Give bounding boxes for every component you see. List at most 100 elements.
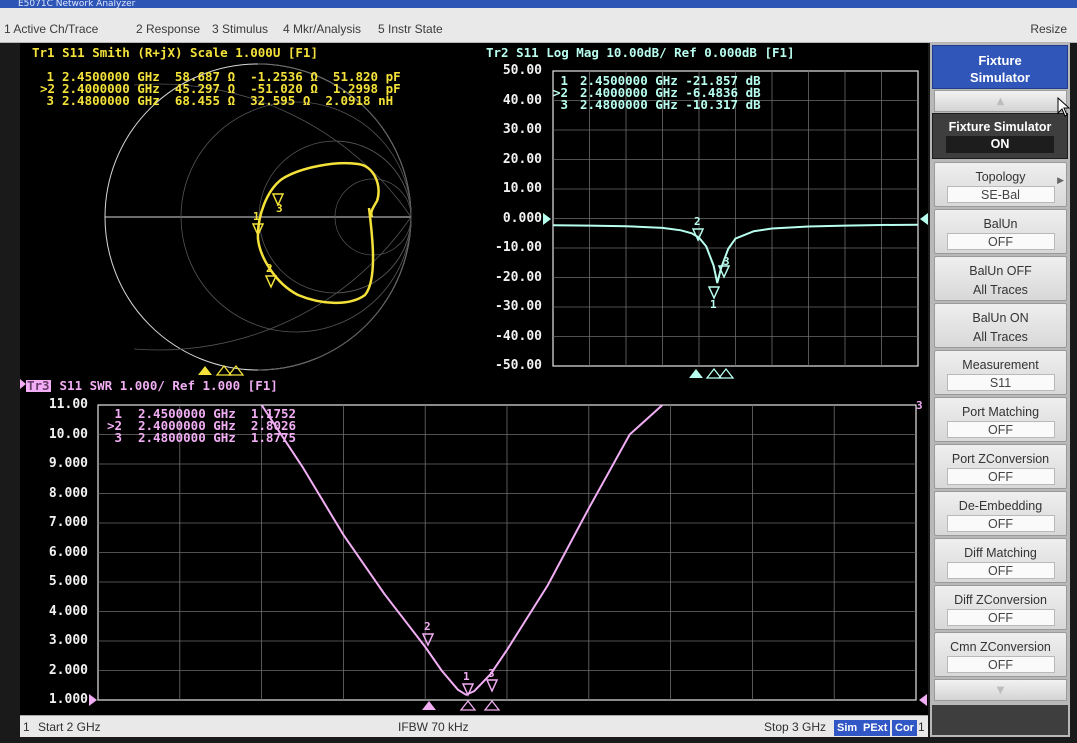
swr-marker-2-label: 2: [424, 620, 431, 633]
status-bar: 1 Start 2 GHz IFBW 70 kHz Stop 3 GHz Sim…: [20, 715, 928, 737]
analyzer-screen: 1 2 3 1 2 3 1 2 3 3 Tr1 S11 Smith (R+jX)…: [20, 43, 928, 715]
menu-instr-state[interactable]: 5 Instr State: [378, 22, 443, 36]
menu-active-ch-trace[interactable]: 1 Active Ch/Trace: [4, 22, 99, 36]
softkey-balun-off-all-traces[interactable]: BalUn OFF All Traces: [934, 256, 1067, 301]
softkey-panel: Fixture Simulator ▲ Fixture Simulator ON…: [930, 43, 1070, 737]
tr3-marker-readout-3: 2.4800000 GHz 1.8775: [138, 430, 297, 445]
swr-ytick: 2.000: [48, 662, 88, 678]
softkey-blank-key: [932, 705, 1068, 735]
softkey-port-zconversion-label: Port ZConversion: [951, 452, 1050, 466]
swr-ytick: 4.000: [48, 603, 88, 619]
smith-marker-3: [271, 193, 285, 207]
badge-cor: Cor: [892, 720, 917, 736]
softkey-scroll-down-button[interactable]: ▼: [934, 679, 1067, 701]
swr-marker-1-label: 1: [463, 670, 470, 683]
logmag-ytick: -20.00: [495, 269, 542, 285]
resize-button[interactable]: Resize: [1030, 22, 1067, 36]
softkey-cmn-zconversion-label: Cmn ZConversion: [950, 640, 1051, 654]
swr-ytick: 6.000: [48, 544, 88, 560]
menu-stimulus[interactable]: 3 Stimulus: [212, 22, 269, 36]
logmag-ytick: -30.00: [495, 299, 542, 314]
softkey-fixture-simulator-label: Fixture Simulator: [948, 120, 1052, 134]
logmag-ref-right: [920, 213, 928, 225]
trace3-header: S11 SWR 1.000/ Ref 1.000 [F1]: [52, 378, 278, 393]
logmag-ytick: 30.00: [502, 122, 542, 137]
scroll-up-icon: ▲: [996, 96, 1005, 107]
trace3-active-label[interactable]: Tr3: [26, 378, 51, 393]
softkey-fixture-simulator[interactable]: Fixture Simulator ON: [932, 113, 1068, 159]
menu-response[interactable]: 2 Response: [136, 22, 201, 36]
tr2-marker-id-1: 1: [560, 73, 568, 88]
softkey-diff-zconversion[interactable]: Diff ZConversion OFF: [934, 585, 1067, 630]
swr-marker-3-label: 3: [488, 667, 495, 680]
softkey-balun-off-line2: All Traces: [973, 283, 1028, 297]
softkey-diff-matching-value: OFF: [946, 562, 1055, 579]
softkey-diff-matching-label: Diff Matching: [964, 546, 1037, 560]
softkey-balun-off-line1: BalUn OFF: [969, 264, 1032, 278]
swr-marker-2: [421, 633, 435, 647]
trace2-header: Tr2 S11 Log Mag 10.00dB/ Ref 0.000dB [F1…: [486, 45, 795, 60]
logmag-ytick: 50.00: [502, 63, 542, 78]
logmag-ytick: 40.00: [502, 92, 542, 108]
softkey-balun-on-all-traces[interactable]: BalUn ON All Traces: [934, 303, 1067, 348]
tr3-marker-id-2: >2: [106, 418, 122, 433]
tr2-marker-id-3: 3: [560, 97, 568, 112]
tr3-active-arrow: [20, 379, 26, 389]
softkey-de-embedding-label: De-Embedding: [958, 499, 1043, 513]
smith-marker-1-label: 1: [253, 210, 260, 223]
logmag-grid: [552, 70, 919, 367]
swr-ytick: 9.000: [48, 456, 88, 471]
badge-sim: Sim: [834, 720, 861, 736]
menu-mkr-analysis[interactable]: 4 Mkr/Analysis: [283, 22, 362, 36]
swr-marker-3: [485, 679, 499, 693]
smith-bottom-marker-2: [215, 364, 233, 376]
softkey-measurement[interactable]: Measurement S11: [934, 350, 1067, 395]
smith-bottom-marker-1: [198, 366, 212, 375]
swr-bottom-marker-2: [459, 699, 477, 711]
logmag-ytick: 10.00: [502, 181, 542, 196]
softkey-topology[interactable]: Topology SE-Bal ▶: [934, 162, 1067, 207]
softkey-diff-zconversion-label: Diff ZConversion: [954, 593, 1047, 607]
status-start[interactable]: Start 2 GHz: [38, 720, 101, 734]
softkey-cmn-zconversion[interactable]: Cmn ZConversion OFF: [934, 632, 1067, 677]
logmag-ytick: -40.00: [495, 328, 542, 344]
status-ifbw[interactable]: IFBW 70 kHz: [398, 720, 469, 734]
softkey-title-line-1: Fixture: [978, 53, 1022, 68]
softkey-port-zconversion[interactable]: Port ZConversion OFF: [934, 444, 1067, 489]
status-end: 1: [918, 720, 925, 734]
softkey-balun[interactable]: BalUn OFF: [934, 209, 1067, 254]
logmag-bottom-marker-3: [717, 367, 735, 379]
softkey-scroll-up-button[interactable]: ▲: [934, 90, 1067, 112]
tr2-marker-readout-1: 2.4500000 GHz -21.857 dB: [580, 73, 761, 88]
softkey-port-matching[interactable]: Port Matching OFF: [934, 397, 1067, 442]
swr-ytick: 11.00: [48, 397, 88, 412]
tr3-marker-id-1: 1: [114, 406, 122, 421]
softkey-port-zconversion-value: OFF: [946, 468, 1055, 485]
logmag-marker-2-label: 2: [694, 215, 701, 228]
trace1-header: Tr1 S11 Smith (R+jX) Scale 1.000U [F1]: [32, 45, 318, 60]
swr-right-marker-label: 3: [916, 399, 923, 412]
tr2-marker-readout-3: 2.4800000 GHz -10.317 dB: [580, 97, 761, 112]
logmag-ytick: -10.00: [495, 240, 542, 255]
smith-marker-2-label: 2: [266, 262, 273, 275]
swr-marker-1: [461, 683, 475, 697]
tr1-marker-readout-3: 2.4800000 GHz 68.455 Ω 32.595 Ω 2.0918 n…: [62, 93, 394, 108]
softkey-diff-matching[interactable]: Diff Matching OFF: [934, 538, 1067, 583]
tr2-marker-readout-2: 2.4000000 GHz -6.4836 dB: [580, 85, 761, 100]
tr3-marker-id-3: 3: [114, 430, 122, 445]
logmag-marker-3: [717, 265, 731, 279]
smith-marker-2: [264, 275, 278, 289]
softkey-cmn-zconversion-value: OFF: [946, 656, 1055, 673]
smith-grid: [133, 63, 412, 371]
status-stop[interactable]: Stop 3 GHz: [764, 720, 827, 734]
submenu-arrow-icon: ▶: [1057, 175, 1064, 185]
smith-trace-curve: [256, 162, 380, 305]
softkey-title-line-2: Simulator: [970, 70, 1030, 85]
swr-ref-right: [919, 694, 927, 706]
swr-ytick: 1.000: [48, 692, 88, 707]
softkey-de-embedding[interactable]: De-Embedding OFF: [934, 491, 1067, 536]
scroll-down-icon: ▼: [996, 685, 1005, 696]
menu-bar: 1 Active Ch/Trace 2 Response 3 Stimulus …: [0, 8, 1077, 43]
swr-ytick: 5.000: [48, 574, 88, 589]
tr1-marker-readout-2: 2.4000000 GHz 45.297 Ω -51.020 Ω 1.2998 …: [62, 81, 401, 96]
